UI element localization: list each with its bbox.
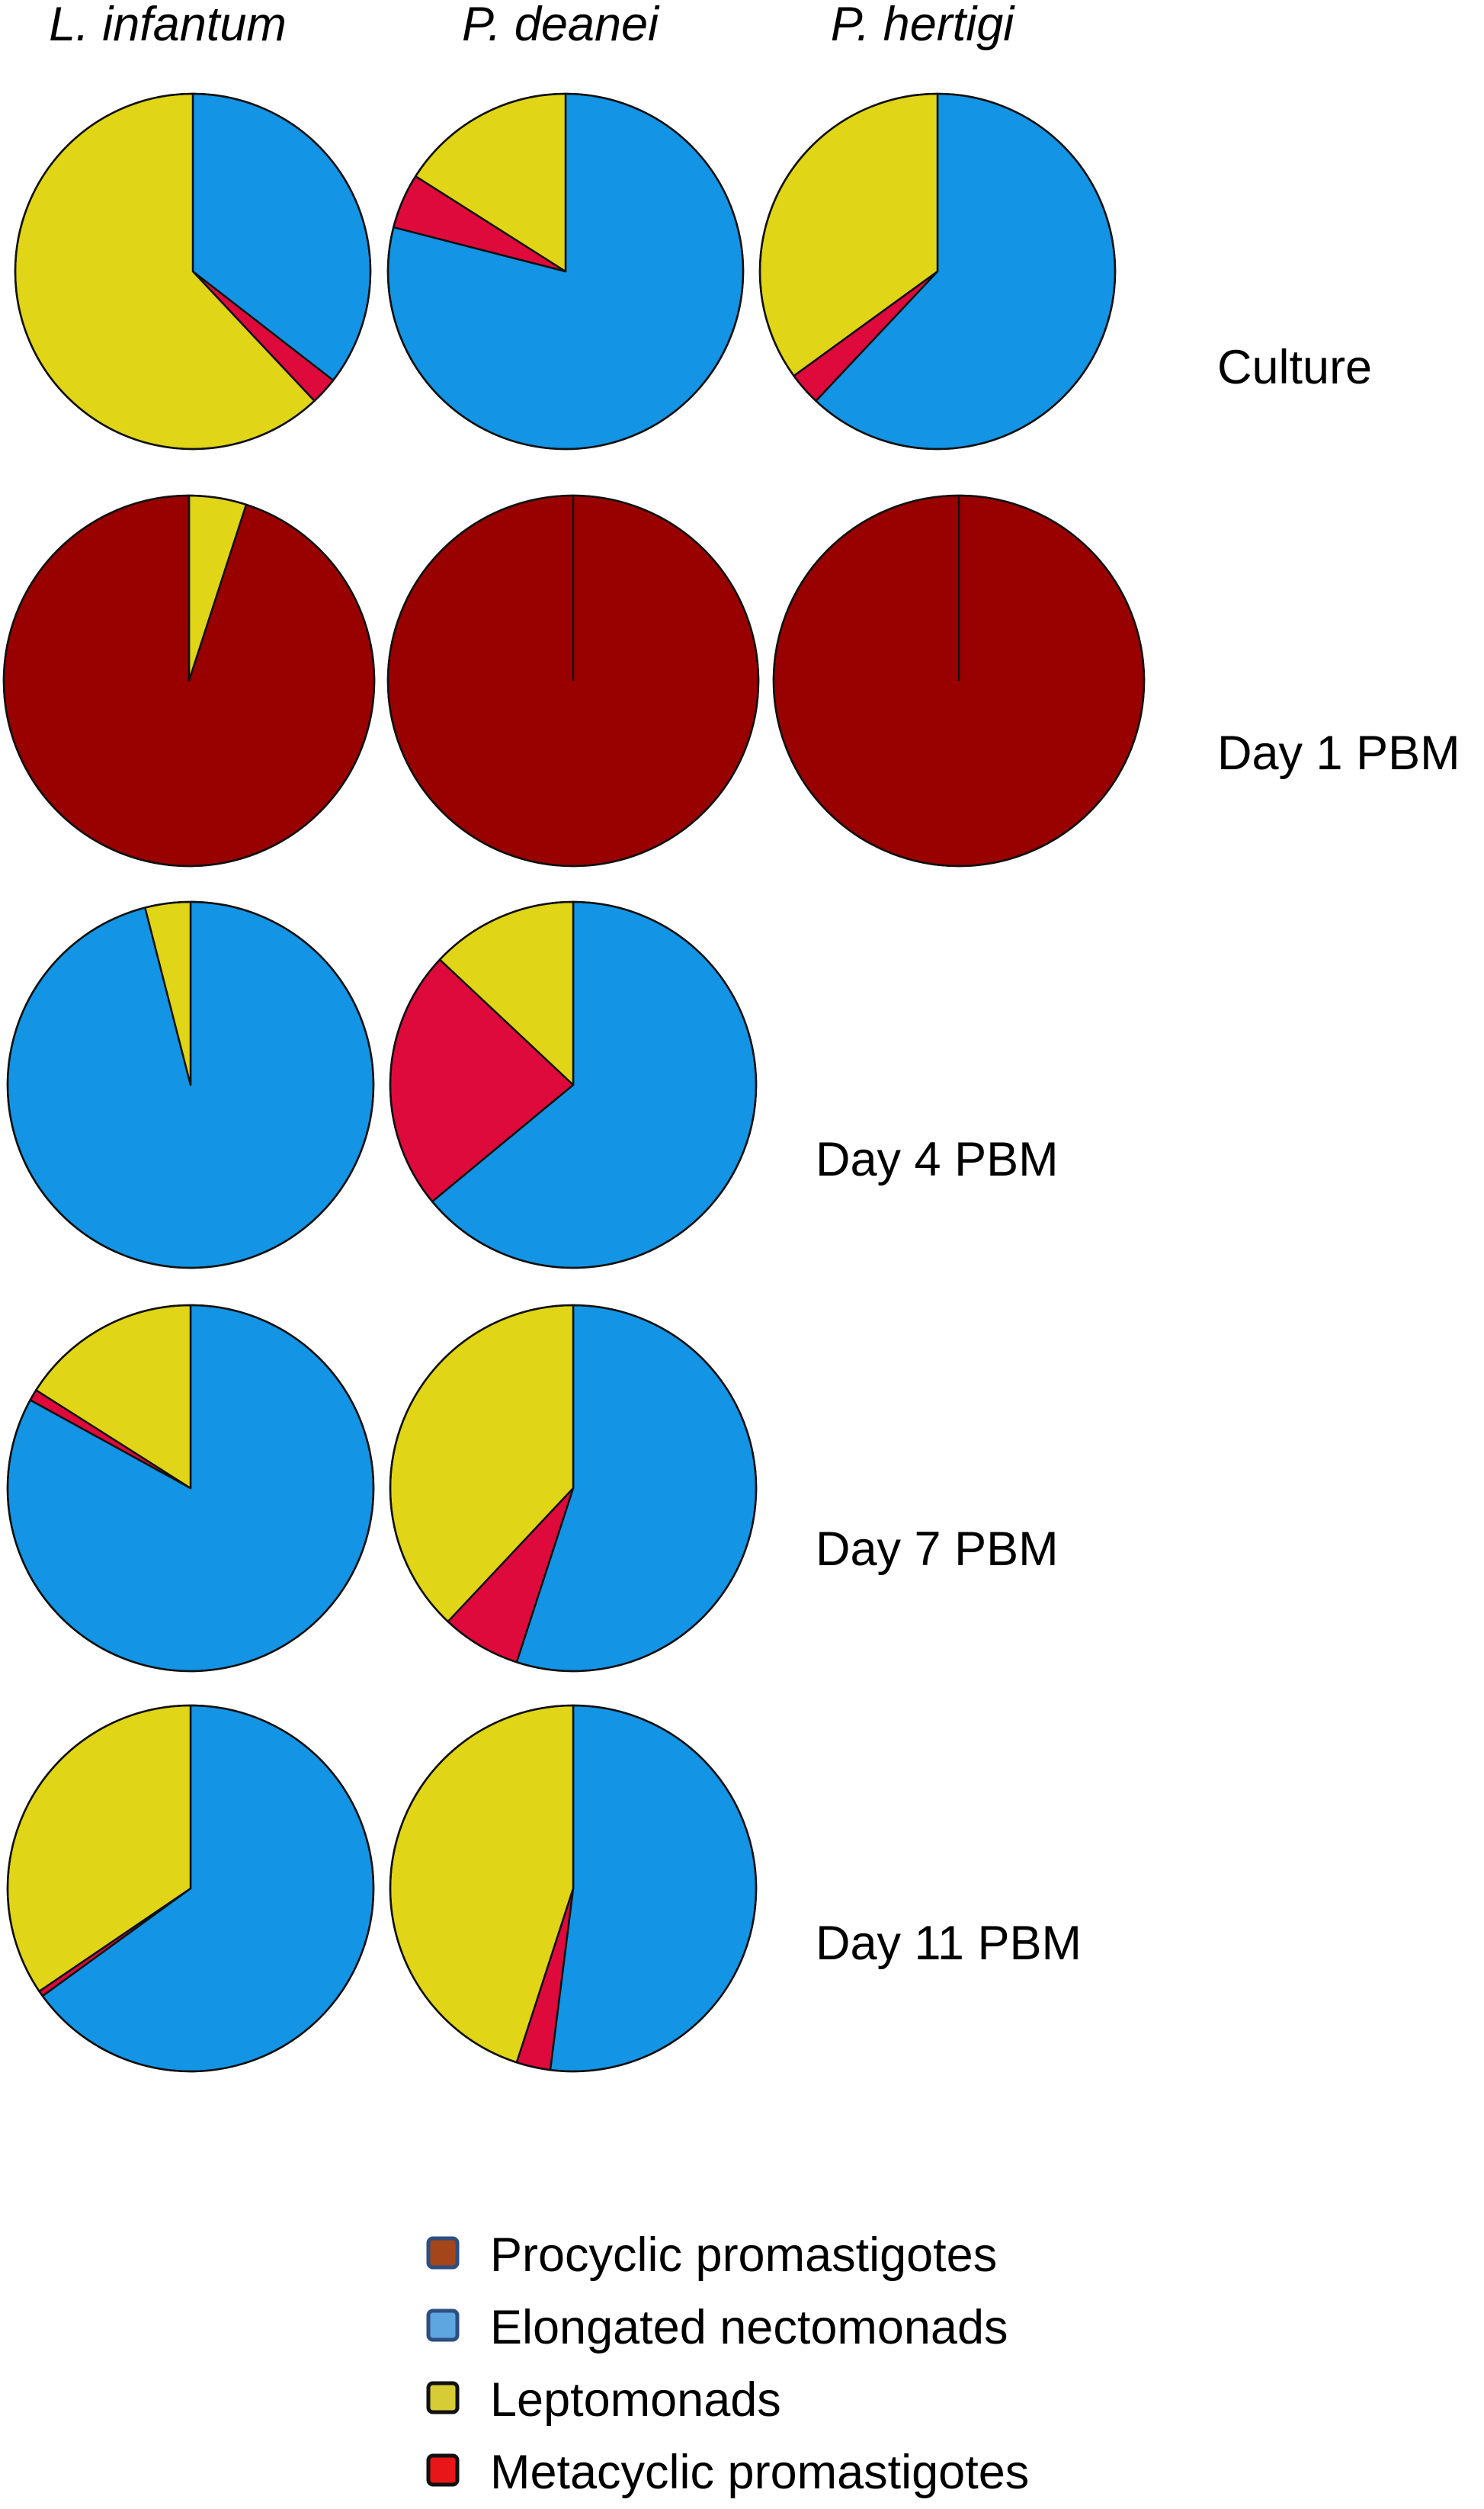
column-label-p-hertigi: P. hertigi [831,0,1015,51]
pies-layer [4,94,1144,2071]
pie-l-infantum-day-1-pbm [4,496,374,866]
pie-l-infantum-culture [15,94,370,449]
row-label-day-1-pbm: Day 1 PBM [1217,727,1460,780]
legend-swatch-elongated-nectomonads [428,2311,457,2340]
legend-label-leptomonads: Leptomonads [490,2373,781,2427]
legend-swatch-metacyclic [428,2456,457,2485]
slice-procyclic-promastigotes [4,496,374,866]
pie-l-infantum-day-4-pbm [8,902,373,1268]
row-label-culture: Culture [1217,341,1372,394]
pie-p-deanei-day-7-pbm [390,1305,756,1671]
pie-p-deanei-day-1-pbm [388,496,758,866]
slice-elongated-nectomonads [550,1705,756,2071]
legend-label-procyclic: Procyclic promastigotes [490,2228,997,2282]
legend-swatch-leptomonads [428,2383,457,2412]
pie-p-hertigi-day-1-pbm [774,496,1144,866]
pie-p-deanei-day-11-pbm [390,1705,756,2071]
pie-l-infantum-day-7-pbm [8,1305,373,1671]
legend-label-elongated-nectomonads: Elongated nectomonads [490,2301,1008,2354]
pie-p-hertigi-culture [760,94,1115,449]
pie-l-infantum-day-11-pbm [8,1705,373,2071]
pie-p-deanei-culture [388,94,743,449]
legend: Procyclic promastigotes Elongated nectom… [428,2228,1029,2499]
legend-label-metacyclic: Metacyclic promastigotes [490,2446,1029,2499]
column-label-l-infantum: L. infantum [49,0,287,51]
column-label-p-deanei: P. deanei [462,0,660,51]
legend-swatch-procyclic [428,2238,457,2267]
row-label-day-7-pbm: Day 7 PBM [816,1522,1059,1576]
row-label-day-4-pbm: Day 4 PBM [816,1133,1059,1186]
row-label-day-11-pbm: Day 11 PBM [816,1917,1082,1970]
pie-p-deanei-day-4-pbm [390,902,756,1268]
